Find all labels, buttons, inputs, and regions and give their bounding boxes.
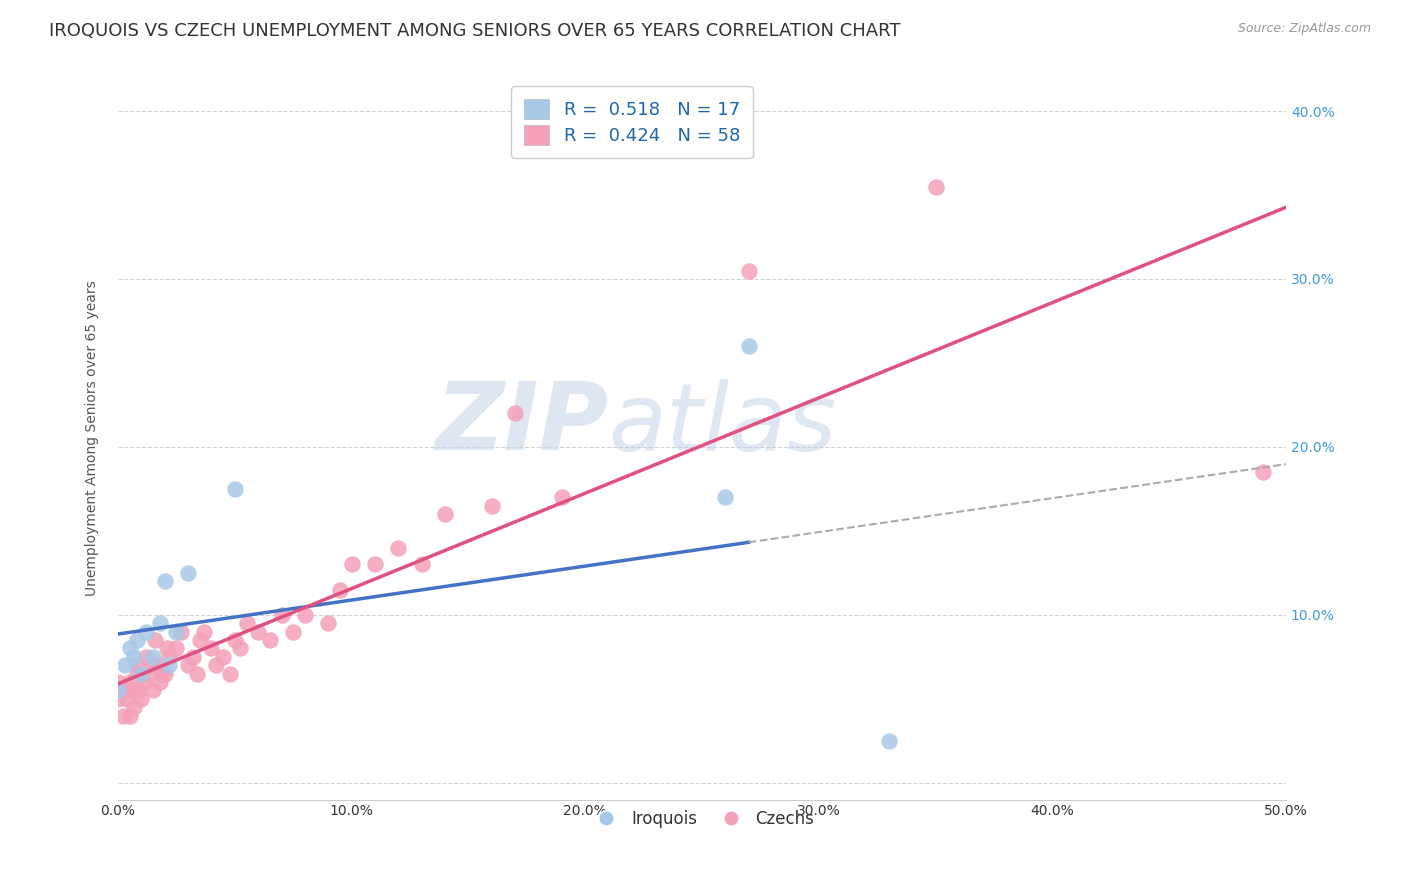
Point [193,624,215,639]
Point [153,574,176,589]
Point [118,675,141,690]
Text: IROQUOIS VS CZECH UNEMPLOYMENT AMONG SENIORS OVER 65 YEARS CORRELATION CHART: IROQUOIS VS CZECH UNEMPLOYMENT AMONG SEN… [49,22,901,40]
Point [107,675,129,690]
Point [259,632,281,647]
Point [738,339,761,353]
Point [107,683,129,698]
Point [270,607,292,622]
Point [283,624,305,639]
Point [387,541,409,555]
Text: atlas: atlas [609,378,837,469]
Point [149,675,172,690]
Point [165,624,187,639]
Point [329,582,352,597]
Text: Source: ZipAtlas.com: Source: ZipAtlas.com [1237,22,1371,36]
Point [124,700,146,714]
Point [114,683,136,698]
Point [170,624,193,639]
Point [364,558,387,572]
Point [340,558,363,572]
Point [135,624,157,639]
Point [714,490,737,504]
Point [738,263,761,277]
Point [159,658,181,673]
Point [145,632,167,647]
Point [481,499,503,513]
Point [181,649,204,664]
Point [124,649,146,664]
Point [503,406,526,420]
Point [551,490,574,504]
Point [135,649,157,664]
Point [118,641,141,656]
Point [153,666,176,681]
Point [142,649,165,664]
Point [228,641,250,656]
Point [142,683,165,698]
Point [188,632,211,647]
Point [125,658,148,673]
Point [111,708,134,723]
Point [159,649,181,664]
Point [121,683,143,698]
Point [1251,465,1274,479]
Point [411,558,433,572]
Point [235,616,257,631]
Point [114,658,136,673]
Point [434,507,457,521]
Point [131,666,153,681]
Point [316,616,339,631]
Point [107,691,129,706]
Point [200,641,222,656]
Point [142,658,165,673]
Point [212,649,235,664]
Point [131,691,153,706]
Point [177,658,200,673]
Point [132,675,155,690]
Point [118,708,141,723]
Point [177,566,200,580]
Text: ZIP: ZIP [436,378,609,470]
Point [294,607,316,622]
Point [117,691,139,706]
Point [219,666,242,681]
Point [924,179,946,194]
Point [152,666,174,681]
Point [165,641,187,656]
Point [877,733,900,747]
Point [125,632,148,647]
Y-axis label: Unemployment Among Seniors over 65 years: Unemployment Among Seniors over 65 years [86,281,100,597]
Point [224,482,246,496]
Legend: Iroquois, Czechs: Iroquois, Czechs [583,803,821,835]
Point [146,658,169,673]
Point [224,632,246,647]
Point [247,624,270,639]
Point [186,666,208,681]
Point [205,658,228,673]
Point [149,616,172,631]
Point [131,666,153,681]
Point [156,641,179,656]
Point [125,666,148,681]
Point [128,683,150,698]
Point [138,666,160,681]
